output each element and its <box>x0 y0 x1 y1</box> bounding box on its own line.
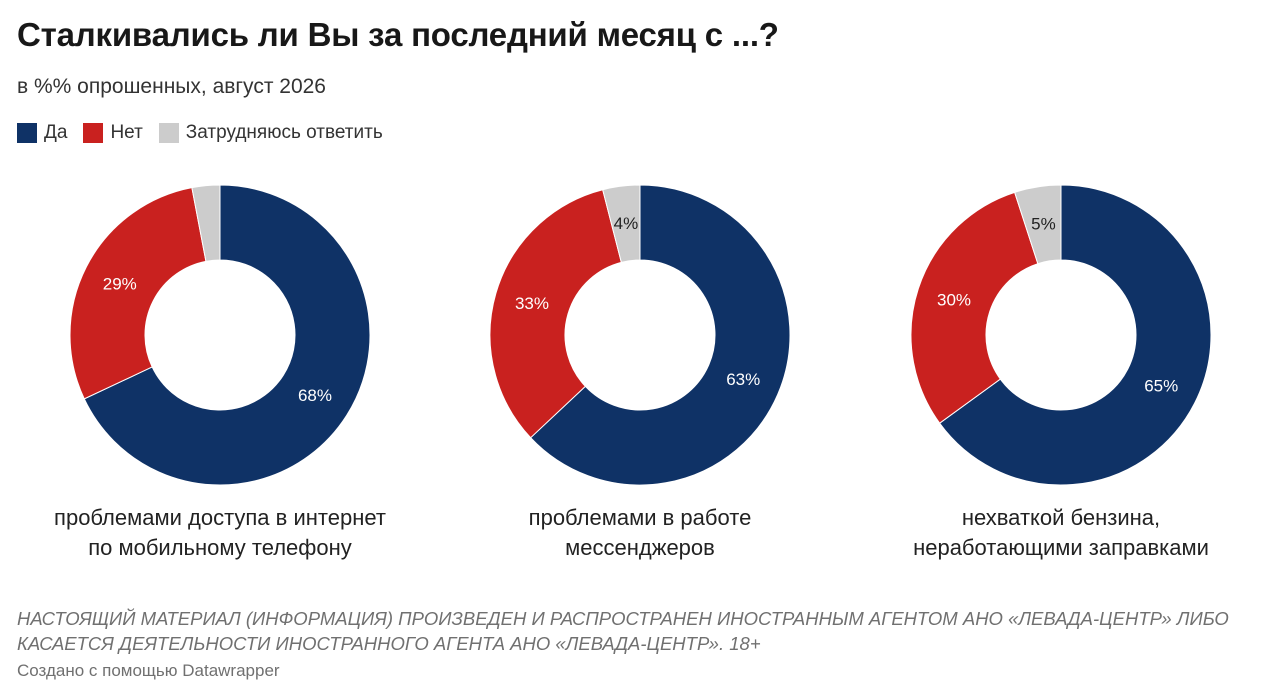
donut-svg-gasoline: 65% 30% 5% <box>910 184 1212 486</box>
donut-slice-yes <box>938 184 1212 486</box>
donut-slice-unsure <box>191 184 221 262</box>
donut-slice-label-yes: 63% <box>726 370 760 389</box>
donut-caption-mobile-internet: проблемами доступа в интернет по мобильн… <box>10 503 430 563</box>
donut-slice-label-unsure: 4% <box>614 214 639 233</box>
donut-svg-messengers: 63% 33% 4% <box>489 184 791 486</box>
donut-slice-label-no: 29% <box>103 274 137 293</box>
donut-slice-unsure <box>1014 184 1062 265</box>
donut-slice-label-yes: 68% <box>298 386 332 405</box>
legend-label-unsure: Затрудняюсь ответить <box>185 122 383 143</box>
donut-caption-line: неработающими заправками <box>913 535 1209 560</box>
donut-caption-line: проблемами доступа в интернет <box>54 505 386 530</box>
legend-label-yes: Да <box>44 122 68 143</box>
legend-item-no: Нет <box>83 122 143 144</box>
donut-slice-label-no: 30% <box>937 291 971 310</box>
donut-slice-label-unsure: 5% <box>1031 214 1056 233</box>
legend-item-unsure: Затрудняюсь ответить <box>158 122 383 144</box>
donut-svg-mobile-internet: 68% 29% <box>69 184 371 486</box>
donut-caption-line: мессенджеров <box>565 535 715 560</box>
donut-chart-gasoline: 65% 30% 5% <box>901 180 1221 490</box>
legend-swatch-yes <box>17 123 37 143</box>
donut-caption-line: по мобильному телефону <box>88 535 352 560</box>
donut-slice-label-no: 33% <box>515 294 549 313</box>
donut-chart-mobile-internet: 68% 29% <box>60 180 380 490</box>
donut-slice-unsure <box>602 184 641 263</box>
foreign-agent-disclaimer: НАСТОЯЩИЙ МАТЕРИАЛ (ИНФОРМАЦИЯ) ПРОИЗВЕД… <box>17 608 1229 654</box>
legend-swatch-unsure <box>158 123 179 143</box>
donut-caption-line: проблемами в работе <box>528 505 752 530</box>
legend-label-no: Нет <box>110 122 143 143</box>
donut-slice-yes <box>529 184 791 486</box>
legend: Да Нет Затрудняюсь ответить <box>17 122 399 144</box>
chart-title: Сталкивались ли Вы за последний месяц с … <box>17 16 779 53</box>
datawrapper-credit[interactable]: Создано с помощью Datawrapper <box>17 661 280 680</box>
donut-caption-line: нехваткой бензина, <box>961 505 1161 530</box>
donut-slice-label-yes: 65% <box>1144 377 1178 396</box>
donut-slice-yes <box>83 184 371 486</box>
chart-subtitle: в %% опрошенных, август 2026 <box>17 75 326 98</box>
donut-caption-messengers: проблемами в работе мессенджеров <box>430 503 850 563</box>
donut-chart-messengers: 63% 33% 4% <box>480 180 800 490</box>
donut-slice-no <box>69 187 207 400</box>
donut-slice-no <box>489 189 622 439</box>
donut-caption-gasoline: нехваткой бензина, неработающими заправк… <box>851 503 1271 563</box>
donut-slice-no <box>910 191 1039 424</box>
legend-item-yes: Да <box>17 122 67 144</box>
legend-swatch-no <box>83 123 104 143</box>
